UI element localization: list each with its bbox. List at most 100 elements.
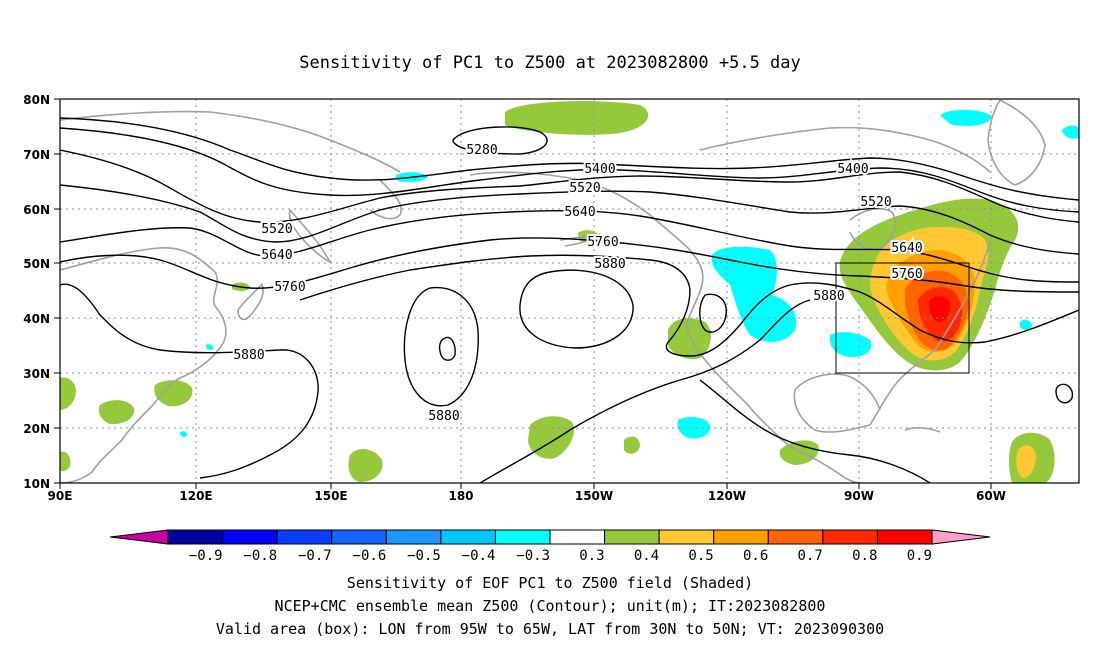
- lat-tick-label: 60N: [23, 203, 50, 217]
- lat-tick-label: 40N: [23, 312, 50, 326]
- shade-patch-left-edge-a: [60, 377, 76, 410]
- contour-label: 5880: [594, 257, 625, 272]
- contour-far-north-a: [60, 117, 1079, 201]
- latitude-labels: 80N 70N 60N 50N 40N 30N 20N 10N: [23, 93, 50, 491]
- z500-contours: [60, 117, 1079, 483]
- lon-tick-label: 150E: [314, 489, 347, 503]
- colorbar-label: 0.9: [907, 548, 932, 564]
- colorbar-swatch: [876, 529, 933, 545]
- longitude-labels: 90E 120E 150E 180 150W 120W 90W 60W: [48, 489, 1006, 503]
- shade-patch-atlantic-yellow: [1016, 445, 1036, 478]
- colorbar-swatch: [494, 529, 551, 545]
- shade-patch-gulf: [779, 440, 819, 465]
- axis-ticks: [54, 98, 992, 489]
- contour-label: 5760: [587, 235, 618, 250]
- shade-patch-left-edge-b: [60, 451, 71, 472]
- contour-label: 5400: [837, 162, 868, 177]
- shade-patch-caribbean: [624, 436, 640, 454]
- contour-5640: [60, 210, 1079, 283]
- colorbar-swatch: [276, 529, 333, 545]
- coastline-kamchatka: [288, 209, 331, 263]
- colorbar-label: 0.3: [579, 548, 604, 564]
- contour-label: 5520: [569, 181, 600, 196]
- colorbar-swatch: [167, 529, 224, 545]
- shade-patch-cyan-asia-a: [206, 344, 214, 350]
- shade-patch-cyan-pacific-s: [677, 417, 711, 439]
- coastlines: [60, 99, 1046, 483]
- colorbar-label: 0.8: [852, 548, 877, 564]
- shaded-sensitivity: [60, 100, 1079, 483]
- contour-5520: [60, 184, 1079, 255]
- lat-tick-label: 70N: [23, 148, 50, 162]
- colorbar-swatch: [767, 529, 824, 545]
- coastline-greenland: [987, 99, 1046, 186]
- lat-tick-label: 50N: [23, 257, 50, 271]
- colorbar-label: −0.6: [353, 548, 387, 564]
- map-frame: [59, 98, 1080, 484]
- shade-patch-cyan-atlantic: [1020, 319, 1032, 330]
- coastline-north-america-west: [685, 324, 809, 456]
- contour-label: 5400: [584, 162, 615, 177]
- colorbar-swatch: [658, 529, 715, 545]
- lat-tick-label: 80N: [23, 93, 50, 107]
- shade-patch-cyan-rightedge: [1062, 125, 1079, 139]
- colorbar-label: −0.3: [516, 548, 550, 564]
- colorbar-label: −0.8: [243, 548, 277, 564]
- lon-tick-label: 120W: [708, 489, 746, 503]
- map-title: Sensitivity of PC1 to Z500 at 2023082800…: [299, 53, 801, 73]
- contour-label: 5280: [466, 143, 497, 158]
- colorbar-label: −0.9: [189, 548, 223, 564]
- contour-label: 5520: [261, 222, 292, 237]
- coastline-siberia-arctic: [60, 110, 401, 173]
- contour-label: 5880: [233, 348, 264, 363]
- coastline-east-asia: [60, 247, 227, 483]
- colorbar-swatch: [822, 529, 878, 545]
- contour-5880-ring-east: [519, 269, 634, 349]
- shade-patch-cyan-greenland: [940, 109, 992, 126]
- colorbar-label: 0.7: [798, 548, 823, 564]
- coastline-north-america-east: [869, 239, 991, 426]
- contour-label: 5520: [860, 195, 891, 210]
- contour-far-north-b: [60, 127, 1079, 213]
- lon-tick-label: 90E: [48, 489, 73, 503]
- contour-label: 5760: [891, 267, 922, 282]
- contour-5760: [60, 237, 1079, 293]
- contour-label: 5880: [428, 409, 459, 424]
- colorbar-label: 0.6: [743, 548, 768, 564]
- contour-labels: 5280 5400 5520 5640 5760 5880 5400 5520 …: [231, 141, 924, 426]
- colorbar-label: −0.4: [462, 548, 496, 564]
- lon-tick-label: 150W: [575, 489, 613, 503]
- colorbar-label: 0.4: [634, 548, 659, 564]
- graticule: [60, 99, 1079, 483]
- coastline-north-america-arctic: [699, 126, 991, 173]
- contour-label: 5880: [813, 289, 844, 304]
- contour-label: 5640: [891, 241, 922, 256]
- colorbar-swatch: [549, 529, 606, 545]
- contour-5880-subtropic: [699, 379, 931, 483]
- lat-tick-label: 10N: [23, 477, 50, 491]
- contour-5880-south: [479, 299, 811, 483]
- colorbar-swatch: [222, 529, 278, 545]
- coastline-alaska: [469, 171, 704, 326]
- valid-area-box: [835, 262, 970, 374]
- shade-patch-arctic: [505, 100, 649, 135]
- lon-tick-label: 60W: [976, 489, 1006, 503]
- contour-5880-main: [60, 283, 319, 479]
- caption-line-2: NCEP+CMC ensemble mean Z500 (Contour); u…: [275, 597, 826, 615]
- contour-5400: [60, 149, 1079, 223]
- lon-tick-label: 120E: [179, 489, 212, 503]
- colorbar-swatch: [713, 529, 769, 545]
- colorbar-label: 0.5: [688, 548, 713, 564]
- shade-patch-cyan-asia-b: [180, 431, 188, 437]
- contour-5880-atlantic-ring: [1055, 383, 1074, 404]
- lat-tick-label: 30N: [23, 367, 50, 381]
- colorbar-swatch: [440, 529, 496, 545]
- caption-line-3: Valid area (box): LON from 95W to 65W, L…: [216, 620, 884, 638]
- coastline-hudson-bay: [849, 208, 896, 250]
- contour-label: 5760: [274, 280, 305, 295]
- colorbar-high-triangle: [931, 529, 991, 545]
- colorbar: −0.9 −0.8 −0.7 −0.6 −0.5 −0.4 −0.3 0.3 0.4 0.5 0.6…: [109, 529, 991, 564]
- lon-tick-label: 90W: [844, 489, 874, 503]
- colorbar-low-triangle: [109, 529, 169, 545]
